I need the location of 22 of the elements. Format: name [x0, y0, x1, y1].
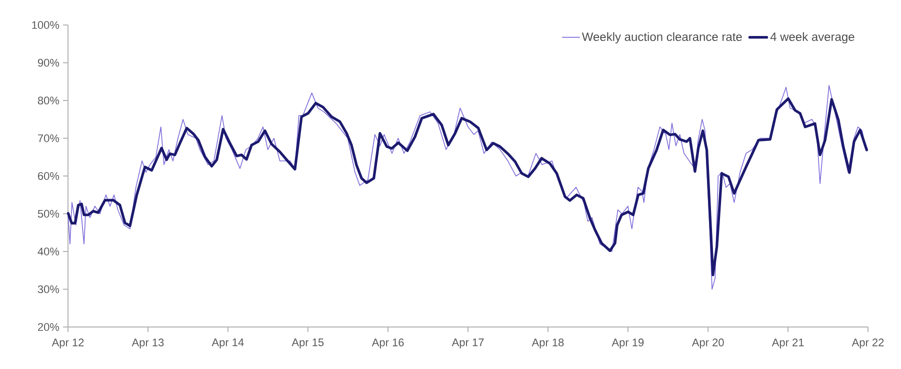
legend-label: 4 week average	[770, 32, 854, 44]
x-tick-label: Apr 22	[852, 338, 884, 348]
x-tick-label: Apr 17	[452, 338, 484, 348]
x-tick-label: Apr 13	[132, 338, 164, 348]
x-tick-label: Apr 19	[612, 338, 644, 348]
x-tick-label: Apr 14	[212, 338, 244, 348]
x-tick-label: Apr 20	[692, 338, 724, 348]
legend-label: Weekly auction clearance rate	[582, 32, 742, 44]
y-tick-label: 30%	[38, 285, 60, 294]
x-tick-label: Apr 16	[372, 338, 404, 348]
y-tick-label: 100%	[32, 21, 60, 29]
y-tick-label: 70%	[38, 134, 60, 142]
y-tick-label: 90%	[38, 58, 60, 67]
y-tick-label: 80%	[38, 96, 60, 104]
x-tick-label: Apr 18	[532, 338, 564, 348]
x-tick-label: Apr 21	[772, 338, 804, 348]
y-tick-label: 60%	[38, 172, 60, 180]
y-tick-label: 20%	[38, 323, 60, 331]
x-tick-label: Apr 15	[292, 338, 324, 348]
y-tick-label: 50%	[38, 210, 60, 218]
y-tick-label: 40%	[38, 248, 60, 256]
x-tick-label: Apr 12	[52, 338, 84, 348]
